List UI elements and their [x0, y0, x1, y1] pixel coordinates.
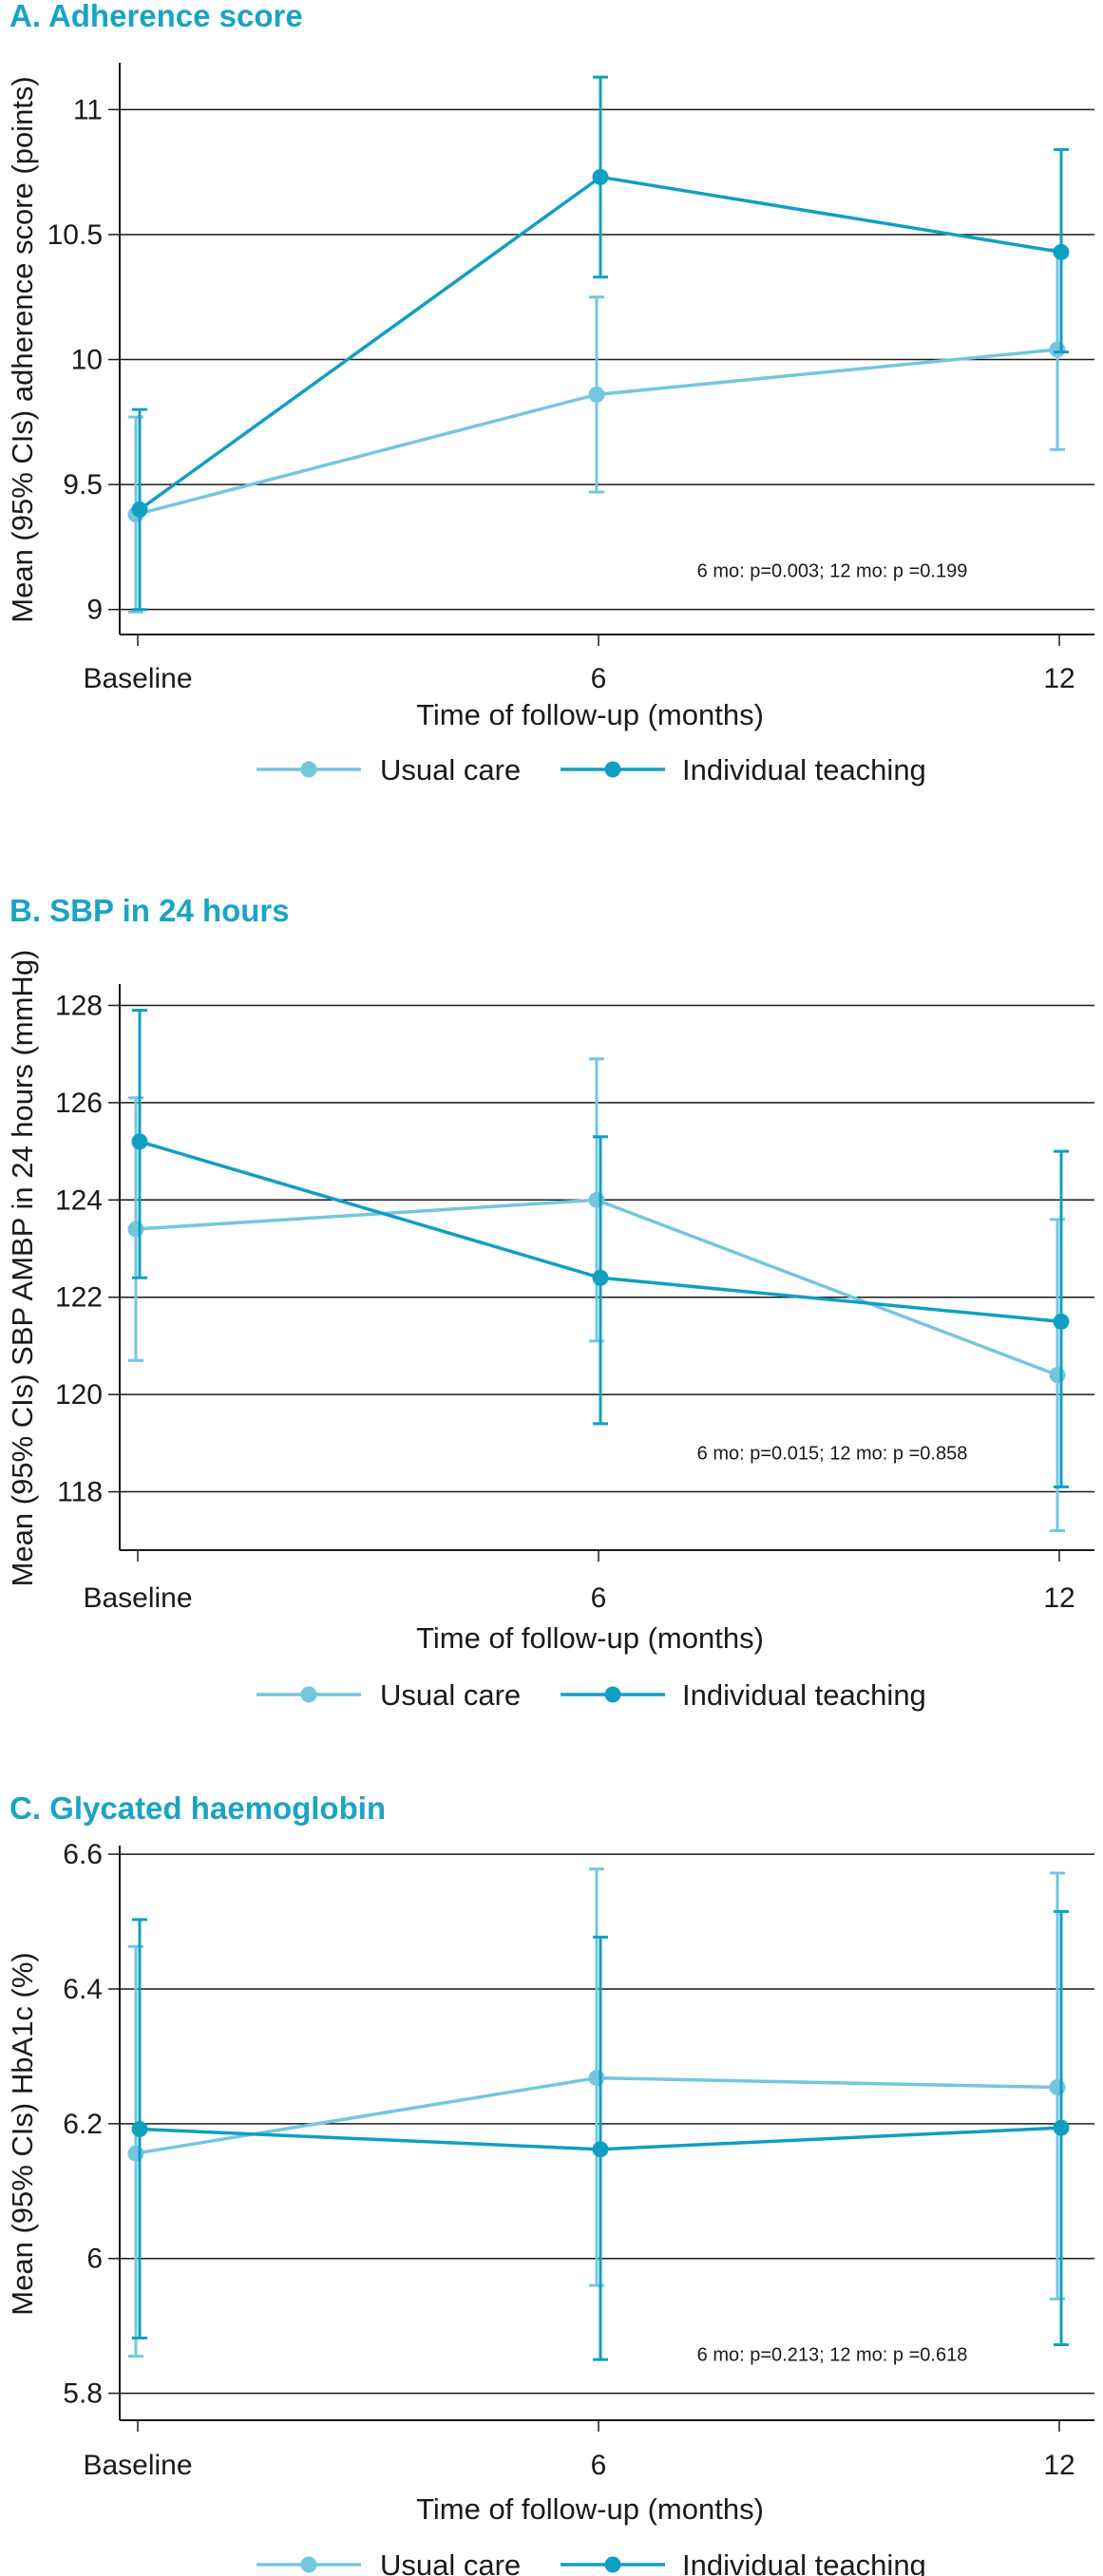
x-axis-label: Time of follow-up (months): [416, 698, 764, 731]
x-tick-label: 6: [591, 2450, 607, 2481]
legend-marker: [300, 1686, 317, 1703]
y-axis-label: Mean (95% CIs) HbA1c (%): [6, 1952, 39, 2315]
data-point-0: [588, 386, 605, 403]
data-point-1: [1053, 243, 1070, 260]
p-value-annotation: 6 mo: p=0.213; 12 mo: p =0.618: [697, 2345, 968, 2366]
legend-label: Usual care: [380, 1678, 521, 1712]
x-tick-label: 12: [1043, 663, 1074, 694]
y-tick-label: 11: [73, 94, 103, 125]
y-tick-label: 9: [86, 595, 103, 626]
p-value-annotation: 6 mo: p=0.015; 12 mo: p =0.858: [697, 1444, 968, 1465]
data-point-0: [1049, 1367, 1066, 1384]
x-tick-label: 12: [1043, 2450, 1074, 2481]
data-point-1: [131, 501, 148, 518]
y-tick-label: 10: [71, 345, 103, 376]
data-point-1: [592, 168, 609, 185]
legend-marker: [300, 761, 317, 778]
legend-label: Usual care: [380, 2548, 521, 2576]
legend-marker: [300, 2556, 317, 2573]
chart-title: C. Glycated haemoglobin: [10, 1790, 386, 1826]
y-tick-label: 120: [55, 1379, 103, 1411]
data-point-1: [131, 1133, 148, 1150]
data-point-1: [592, 2141, 609, 2158]
y-tick-label: 118: [57, 1477, 103, 1508]
legend-label: Usual care: [380, 753, 521, 786]
data-point-1: [592, 1269, 609, 1286]
y-axis-label: Mean (95% CIs) SBP AMBP in 24 hours (mmH…: [6, 950, 39, 1587]
data-point-1: [1053, 2119, 1070, 2136]
y-tick-label: 122: [55, 1282, 103, 1314]
data-point-0: [1049, 341, 1066, 358]
chart-panel-2: C. Glycated haemoglobin 5.8 6 6.2 6.4 6.6 Base…: [6, 1790, 1094, 2576]
x-tick-label: Baseline: [83, 2450, 192, 2481]
x-tick-label: Baseline: [83, 663, 192, 694]
y-tick-label: 126: [55, 1088, 103, 1119]
y-tick-label: 128: [55, 990, 103, 1021]
x-axis-label: Time of follow-up (months): [416, 1621, 764, 1655]
p-value-annotation: 6 mo: p=0.003; 12 mo: p =0.199: [697, 561, 968, 582]
legend-marker: [604, 1686, 621, 1703]
legend-label: Individual teaching: [682, 1678, 926, 1712]
data-point-0: [1049, 2079, 1066, 2096]
data-point-1: [1053, 1313, 1070, 1330]
data-point-1: [131, 2121, 148, 2138]
chart-title: B. SBP in 24 hours: [10, 893, 290, 928]
x-tick-label: 6: [591, 1582, 607, 1614]
y-axis-label: Mean (95% CIs) adherence score (points): [6, 76, 39, 622]
chart-panel-1: B. SBP in 24 hours118120122124126128Base…: [6, 893, 1094, 1712]
x-tick-label: 12: [1043, 1582, 1074, 1614]
y-tick-label: 124: [55, 1184, 103, 1216]
y-tick-label: 10.5: [48, 219, 103, 251]
y-tick-label: 6.2: [63, 2109, 103, 2140]
y-tick-label: 5.8: [63, 2378, 103, 2410]
chart-panel-0: A. Adherence score 9 9.5 10 10.5 11 Baseline 6 1…: [6, 0, 1094, 786]
y-tick-label: 6.4: [63, 1974, 103, 2005]
x-tick-label: 6: [591, 663, 607, 694]
data-point-0: [127, 1221, 144, 1238]
x-tick-label: Baseline: [83, 1582, 192, 1614]
y-tick-label: 6.6: [63, 1839, 103, 1870]
y-tick-label: 9.5: [63, 469, 103, 501]
legend-marker: [604, 761, 621, 778]
data-point-0: [588, 1191, 605, 1208]
x-axis-label: Time of follow-up (months): [416, 2492, 764, 2526]
data-point-0: [127, 2145, 144, 2162]
y-tick-label: 6: [86, 2244, 103, 2275]
legend-label: Individual teaching: [682, 753, 926, 786]
legend-marker: [604, 2556, 621, 2573]
data-point-0: [588, 2070, 605, 2087]
chart-title: A. Adherence score: [10, 0, 303, 33]
legend-label: Individual teaching: [682, 2548, 926, 2576]
